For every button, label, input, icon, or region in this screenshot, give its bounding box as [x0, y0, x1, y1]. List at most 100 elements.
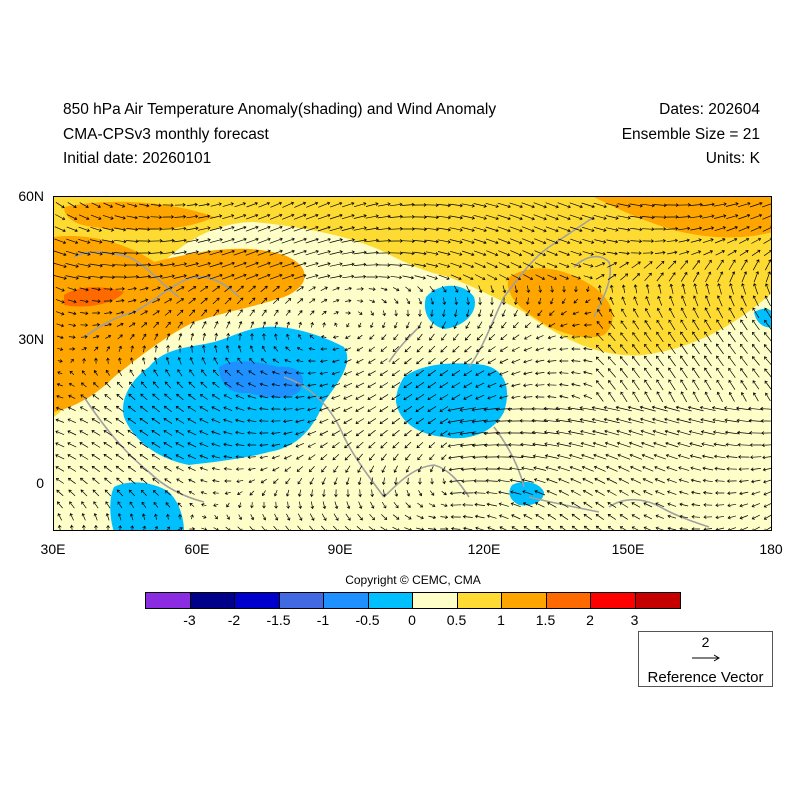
wind-arrow [704, 331, 712, 343]
colorbar-swatch [368, 593, 413, 608]
wind-arrow [521, 214, 535, 221]
wind-arrow [126, 227, 139, 232]
wind-arrow [296, 358, 304, 363]
wind-arrow [368, 526, 376, 530]
wind-arrow [197, 238, 211, 243]
wind-arrow [632, 355, 640, 366]
wind-arrow [510, 502, 521, 508]
wind-arrow [429, 285, 435, 293]
wind-arrow [188, 286, 197, 292]
wind-arrow [617, 215, 631, 220]
wind-arrow [114, 227, 127, 232]
wind-arrow [513, 297, 518, 305]
wind-arrow [597, 296, 602, 305]
wind-arrow [501, 309, 506, 317]
wind-arrow [187, 418, 197, 424]
wind-arrow [643, 502, 653, 508]
wind-arrow [760, 419, 771, 423]
wind-arrow [736, 418, 751, 423]
wind-arrow [592, 441, 607, 448]
wind-arrow [561, 298, 566, 305]
wind-arrow [353, 238, 368, 243]
wind-arrow [522, 250, 535, 257]
wind-arrow [654, 227, 667, 231]
wind-arrow [118, 345, 123, 352]
wind-arrow [417, 465, 422, 473]
wind-arrow [54, 226, 66, 233]
wind-arrow [739, 515, 749, 520]
wind-arrow [657, 283, 662, 294]
wind-arrow [69, 501, 75, 509]
wind-arrow [188, 393, 196, 400]
wind-arrow [487, 370, 497, 376]
wind-arrow [641, 215, 655, 220]
wind-arrow [523, 514, 533, 520]
wind-arrow [632, 308, 639, 318]
wind-arrow [357, 334, 363, 340]
cold-anomaly-area [509, 481, 544, 506]
wind-arrow [704, 295, 711, 307]
wind-arrow [463, 358, 472, 365]
wind-arrow [80, 394, 88, 400]
wind-arrow [498, 262, 510, 269]
wind-arrow [91, 202, 101, 208]
wind-arrow [557, 226, 571, 233]
wind-arrow [295, 371, 304, 375]
wind-arrow [632, 320, 640, 330]
wind-arrow [321, 513, 327, 521]
wind-arrow [142, 525, 147, 530]
wind-arrow [305, 237, 319, 244]
wind-arrow [628, 441, 643, 448]
wind-arrow [320, 347, 328, 351]
wind-arrow [281, 225, 295, 232]
wind-arrow [545, 466, 559, 472]
wind-arrow [213, 344, 218, 353]
wind-arrow [654, 478, 665, 484]
wind-arrow [308, 298, 316, 304]
wind-arrow [605, 215, 619, 220]
wind-arrow [442, 297, 447, 305]
wind-arrow [225, 309, 231, 317]
wind-arrow [187, 466, 196, 472]
wind-arrow [593, 453, 607, 460]
wind-arrow [499, 274, 510, 281]
wind-arrow [485, 490, 498, 495]
wind-arrow [308, 454, 316, 460]
wind-arrow [393, 298, 399, 304]
wind-arrow [738, 479, 749, 484]
wind-arrow [762, 455, 771, 460]
wind-arrow [79, 453, 89, 460]
warm-anomaly-core [64, 287, 124, 307]
wind-arrow [606, 251, 618, 256]
wind-arrow [140, 310, 148, 316]
wind-arrow [631, 502, 641, 508]
wind-arrow [511, 358, 521, 364]
wind-arrow [176, 298, 184, 304]
wind-arrow [763, 514, 771, 520]
wind-arrow [105, 369, 110, 376]
wind-arrow [235, 406, 245, 411]
wind-arrow [333, 311, 339, 315]
wind-arrow [295, 419, 305, 424]
wind-arrow [462, 514, 473, 519]
wind-arrow [55, 466, 65, 472]
wind-arrow [297, 489, 302, 497]
wind-arrow [344, 525, 351, 530]
wind-arrow [199, 442, 209, 448]
wind-arrow [667, 502, 677, 507]
wind-arrow [260, 285, 268, 293]
wind-arrow [332, 335, 339, 339]
wind-arrow [643, 526, 652, 530]
wind-arrow [90, 239, 103, 244]
wind-arrow [490, 285, 495, 294]
wind-arrow [700, 430, 715, 435]
colorbar-tick-label: 0 [408, 612, 416, 628]
wind-arrow [665, 215, 679, 219]
wind-arrow [700, 418, 716, 423]
wind-arrow [162, 226, 175, 231]
wind-arrow [67, 287, 77, 292]
wind-arrow [581, 465, 594, 472]
wind-arrow [238, 502, 242, 509]
wind-arrow [531, 430, 548, 435]
wind-arrow [704, 355, 712, 367]
